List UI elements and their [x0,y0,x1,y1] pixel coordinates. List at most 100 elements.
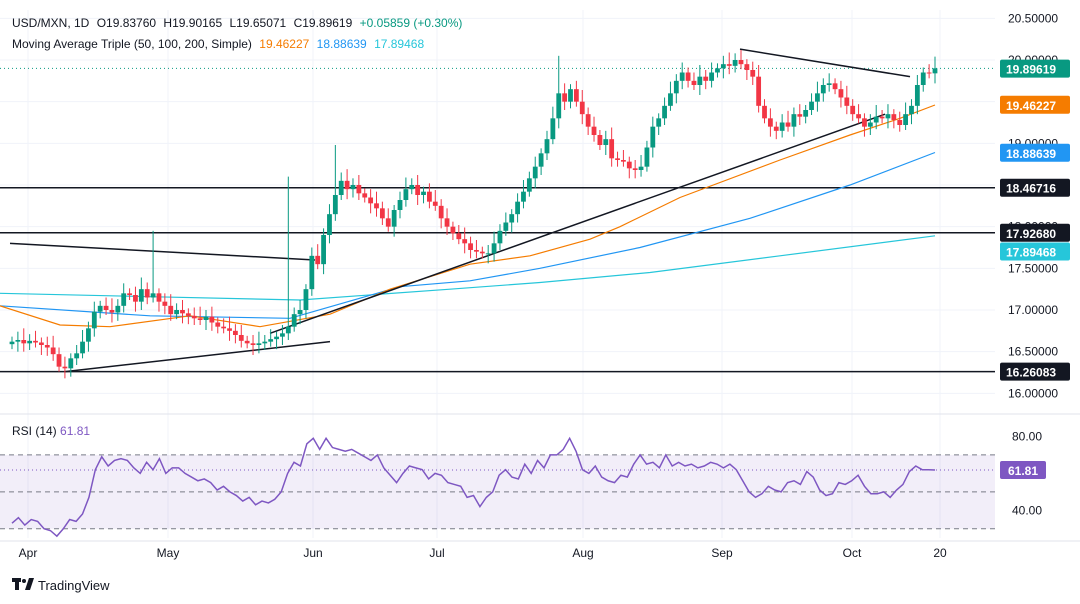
candle [321,228,326,275]
candle [503,212,509,236]
candle [409,178,415,195]
price-label-tag[interactable]: 17.92680 [1000,223,1070,242]
candle [491,231,497,262]
candle-body [891,114,897,120]
candle [544,130,550,160]
grid [0,10,1080,542]
candle-body [103,305,109,310]
candle [203,310,209,330]
rsi-line [11,436,936,538]
candle [432,190,438,211]
candle [632,160,638,179]
candle [262,335,268,350]
trendline[interactable] [739,48,911,78]
trendlines[interactable] [9,48,911,373]
candle-body [115,305,121,313]
horizontal-levels[interactable] [0,67,995,373]
candle [250,335,256,355]
candle [268,329,274,347]
price-label-bg [1000,242,1070,261]
price-label-bg [1000,362,1070,381]
rsi-value-tag[interactable]: 61.81 [1000,461,1046,480]
candle-body [427,191,432,202]
candle [644,140,650,172]
candle [38,337,44,355]
tradingview-brand[interactable]: TradingView [12,578,110,593]
candle-body [532,166,538,179]
candle-body [268,339,274,342]
candle-body [338,180,344,195]
candle [867,114,873,135]
candle-body [609,139,615,159]
candle-body [809,101,814,110]
symbol-label[interactable]: USD/MXN, 1D [12,16,90,30]
candle-body [873,116,879,123]
candle [91,301,97,337]
candle-body [668,93,673,106]
rsi-tag-text: 61.81 [1008,464,1038,478]
candle-body [203,316,209,320]
candle-body [362,193,368,198]
candle-body [885,114,891,119]
candle [474,240,479,259]
candle [591,116,597,142]
candle-body [274,336,279,340]
rsi-pane[interactable]: 80.00 40.00 61.81 [0,429,1046,538]
candle-body [397,200,403,210]
candle [86,321,91,352]
candle [103,297,109,315]
price-label-tag[interactable]: 17.89468 [1000,242,1070,261]
candle-body [403,189,409,200]
candle-body [385,218,391,227]
candle [115,299,121,321]
price-label-tag[interactable]: 16.26083 [1000,362,1070,381]
candle [144,282,150,305]
trendline[interactable] [9,242,316,261]
candle [350,178,356,198]
candle-body [27,340,33,344]
candle-body [926,72,932,74]
trendline[interactable] [269,113,886,335]
rsi-tick-label: 80.00 [1012,429,1042,443]
price-label-tag[interactable]: 18.88639 [1000,143,1070,162]
candle-body [91,311,97,329]
candle [809,93,814,115]
candle-body [256,343,262,345]
candle-body [368,197,374,204]
open-value: O19.83760 [96,16,157,30]
ma-label[interactable]: Moving Average Triple (50, 100, 200, Sim… [12,37,252,51]
price-label-tag[interactable]: 18.46716 [1000,178,1070,197]
candle-body [15,340,21,342]
candle-body [826,83,832,85]
candle-body [44,345,50,348]
candle [815,81,820,112]
trendline[interactable] [64,340,331,373]
candle-body [291,314,297,327]
ma-header: Moving Average Triple (50, 100, 200, Sim… [12,37,428,51]
candle-body [750,70,756,77]
ma200-value: 17.89468 [374,37,425,51]
candle-body [162,301,168,306]
candle [573,80,579,107]
price-label-tag[interactable]: 19.46227 [1000,95,1070,114]
candle-body [744,64,750,70]
candle-body [209,316,215,323]
rsi-label[interactable]: RSI (14) [12,424,57,438]
brand-name: TradingView [38,578,110,593]
candle-body [544,139,550,154]
candle-body [797,114,803,117]
candle-body [391,210,397,227]
time-axis[interactable]: Apr May Jun Jul Aug Sep Oct 20 [19,546,947,560]
price-label-tag[interactable]: 19.89619 [1000,59,1070,78]
candle-body [838,89,844,98]
price-label-text: 19.46227 [1006,99,1056,113]
candle-body [56,354,62,367]
candle [338,172,344,200]
candle-body [585,114,591,127]
candle-body [685,72,691,81]
candle [362,188,368,203]
candle [897,111,903,132]
low-value: L19.65071 [229,16,287,30]
price-axis[interactable]: 20.5000020.0000019.5000019.0000018.50000… [1000,11,1070,400]
